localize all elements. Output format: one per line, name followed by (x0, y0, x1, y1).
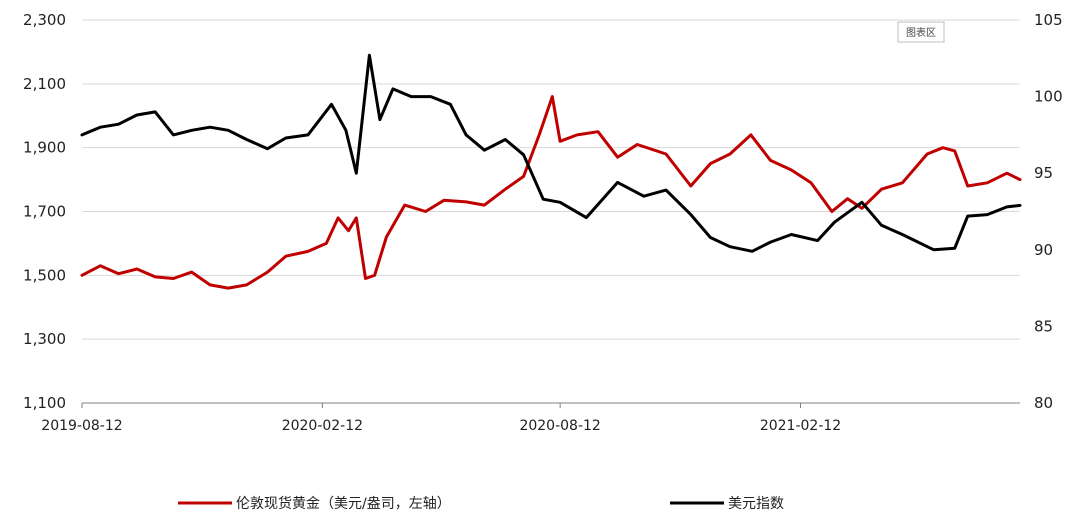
legend: 伦敦现货黄金（美元/盎司，左轴） 美元指数 (178, 495, 784, 512)
series-lines (80, 53, 1022, 290)
left-axis-tick-label: 2,100 (23, 75, 66, 93)
left-axis-tick-label: 1,700 (23, 203, 66, 221)
gridlines (82, 19, 1020, 340)
x-axis-ticks: 2019-08-12 2020-02-12 2020-08-12 2021-02-12 (41, 403, 841, 434)
x-axis-tick-label: 2021-02-12 (760, 418, 841, 434)
x-axis-tick-label: 2020-08-12 (519, 418, 600, 434)
right-axis-tick-label: 105 (1034, 11, 1063, 29)
right-axis-tick-label: 90 (1034, 241, 1053, 259)
left-axis-tick-label: 1,900 (23, 139, 66, 157)
chart-area-chip[interactable]: 图表区 (897, 21, 945, 43)
chart-area-label: 图表区 (906, 26, 936, 39)
right-axis-tick-label: 85 (1034, 317, 1053, 335)
left-axis-tick-label: 1,100 (23, 394, 66, 412)
x-axis-tick-label: 2020-02-12 (282, 418, 363, 434)
left-axis-tick-label: 1,300 (23, 330, 66, 348)
left-axis-ticks: 1,100 1,300 1,500 1,700 1,900 2,100 2,300 (23, 11, 66, 412)
series-line-dxy (80, 53, 1022, 253)
right-axis-tick-label: 80 (1034, 394, 1053, 412)
legend-label-dxy: 美元指数 (728, 496, 784, 512)
right-axis-tick-label: 100 (1034, 88, 1063, 106)
right-axis-ticks: 80 85 90 95 100 105 (1034, 11, 1063, 412)
left-axis-tick-label: 2,300 (23, 11, 66, 29)
legend-label-gold: 伦敦现货黄金（美元/盎司，左轴） (236, 495, 451, 512)
series-line-gold (80, 95, 1022, 290)
x-axis-tick-label: 2019-08-12 (41, 418, 122, 434)
left-axis-tick-label: 1,500 (23, 266, 66, 284)
right-axis-tick-label: 95 (1034, 164, 1053, 182)
